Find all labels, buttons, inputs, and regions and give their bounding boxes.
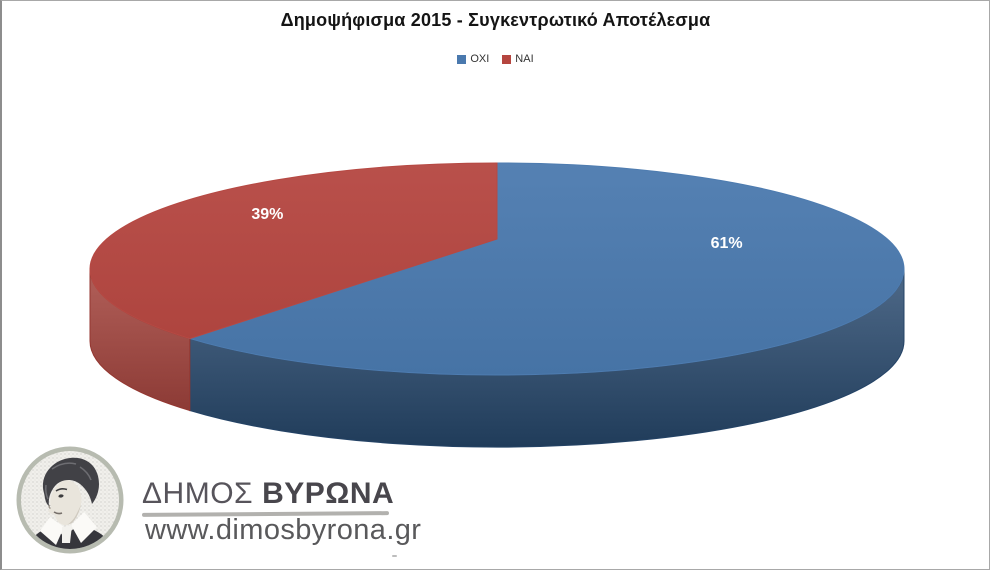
logo-website: www.dimosbyrona.gr [145,514,422,546]
pie-label-ΟΧΙ: 61% [711,235,743,252]
chart-title: Δημοψήφισμα 2015 - Συγκεντρωτικό Αποτέλε… [280,10,711,30]
legend-swatch-oxi [457,54,467,64]
logo-org-name: ΔΗΜΟΣ ΒΥΡΩΝΑ [142,479,394,509]
pie-slice-ΟΧΙ [188,162,905,376]
legend-label-nai: ΝΑΙ [515,53,534,65]
logo-dimos-byrona: ΔΗΜΟΣ ΒΥΡΩΝΑ www.dimosbyrona.gr [2,439,482,567]
legend-swatch-nai [502,54,512,64]
legend-item-nai: ΝΑΙ [502,53,534,65]
chart-legend: ΟΧΙ ΝΑΙ [2,53,989,65]
logo-org-name-suffix: ΒΥΡΩΝΑ [262,477,395,510]
artifact-dot [392,555,397,557]
pie-slice-ΝΑΙ [89,162,498,340]
logo-org-name-prefix: ΔΗΜΟΣ [142,477,254,510]
pie-label-ΝΑΙ: 39% [251,206,283,223]
byron-portrait-image [16,446,124,554]
legend-item-oxi: ΟΧΙ [457,53,489,65]
legend-label-oxi: ΟΧΙ [470,53,490,65]
